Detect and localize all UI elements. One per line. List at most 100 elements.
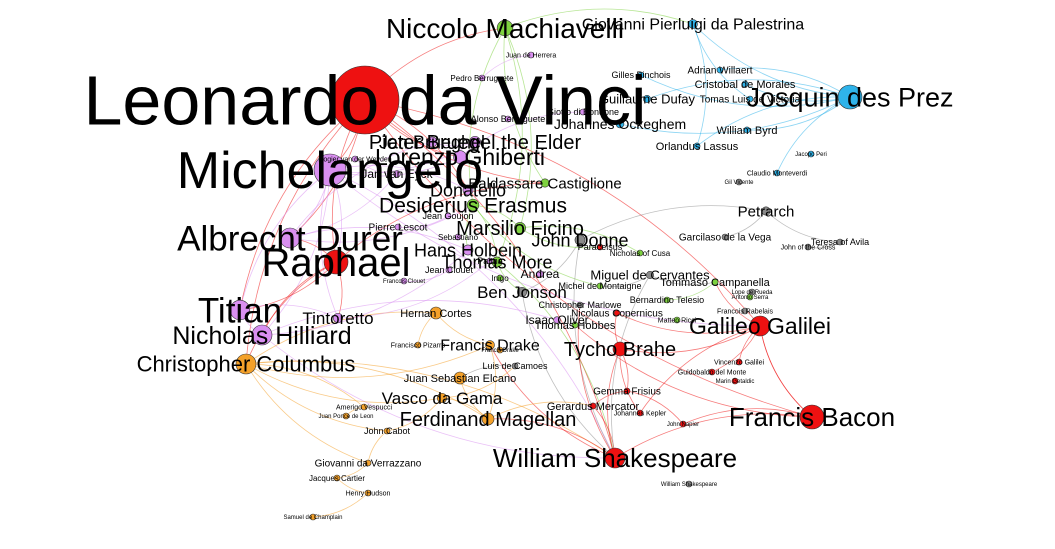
- node-sebastiano: [454, 233, 462, 241]
- label-machiavelli: Niccolo Machiavelli: [386, 13, 624, 44]
- edge-michelangelo-tintoretto: [320, 169, 339, 319]
- node-verrazzano: [364, 459, 372, 467]
- node-palestrina: [688, 19, 698, 29]
- label-magellan: Ferdinand Magellan: [400, 409, 577, 431]
- edge-michelangelo-titian: [239, 169, 331, 311]
- edge-petrarch-teresa: [765, 210, 841, 243]
- label-elcano: Juan Sebastian Elcano: [404, 373, 517, 385]
- label-brahe: Tycho Brahe: [564, 339, 676, 361]
- edge-machiavelli-palestrina: [504, 8, 694, 29]
- edge-gama-cabot: [386, 397, 443, 432]
- edge-leonardo-columbus: [245, 99, 366, 365]
- node-galileo: [749, 315, 771, 337]
- node-willaert: [716, 66, 724, 74]
- label-cabot: John Cabot: [364, 426, 411, 436]
- edge-michelangelo-galileo: [329, 169, 761, 327]
- node-cortes: [429, 306, 443, 320]
- edge-columbus-gama: [245, 363, 443, 404]
- edge-durer-janbrueghel: [289, 141, 433, 239]
- label-holbein: Hans Holbein: [414, 240, 522, 260]
- node-francoisclouet: [400, 277, 408, 285]
- node-vaneyck: [393, 170, 401, 178]
- label-andrea: Andrea: [521, 267, 560, 281]
- label-gama: Vasco da Gama: [382, 389, 503, 408]
- label-herrera: Juan de Herrera: [506, 52, 557, 59]
- node-hilliard: [251, 324, 273, 346]
- node-machiavelli: [496, 19, 514, 37]
- edge-columbus-cabot: [245, 363, 388, 432]
- node-cabot: [383, 427, 391, 435]
- node-shakespeare: [604, 447, 626, 469]
- label-benjonson: Ben Jonson: [477, 283, 567, 302]
- label-guidobaldo: Guidobaldo del Monte: [678, 369, 747, 376]
- label-cartier: Jacques Cartier: [309, 474, 365, 483]
- label-palma: Palma: [477, 256, 503, 266]
- label-leonardo: Leonardo da Vinci: [83, 62, 646, 140]
- node-cartier: [333, 474, 341, 482]
- edge-machiavelli-castiglione: [503, 27, 546, 184]
- label-campanella: Tommaso Campanella: [660, 277, 770, 289]
- label-morales: Cristobal de Morales: [695, 79, 796, 91]
- edge-brahe-shakespeare: [607, 348, 621, 459]
- label-vespucci: Amerigo Vespucci: [336, 404, 392, 411]
- edge-telesio-campanella: [666, 281, 716, 301]
- label-raphael: Raphael: [261, 241, 410, 285]
- node-camoes: [511, 362, 519, 370]
- label-ricci: Matteo Ricci: [658, 317, 697, 324]
- node-layer: [229, 19, 863, 521]
- label-dufay: Guillaume Dufay: [599, 92, 696, 107]
- node-napier: [679, 420, 687, 428]
- edge-galileo-copernicus: [616, 312, 761, 334]
- edge-raphael-castiglione: [335, 182, 546, 263]
- edge-columbus-shakespeare: [245, 360, 616, 459]
- label-janbrueghel: Jan Brueghel: [379, 132, 485, 152]
- label-camoes: Luis de Camoes: [482, 361, 548, 371]
- edge-shakespeare-drake: [489, 344, 616, 459]
- label-johncross: John of the Cross: [781, 244, 836, 251]
- edge-cervantes-campanella: [649, 274, 716, 286]
- label-rabelais: Francois Rabelais: [717, 308, 774, 315]
- edge-durer-vaneyck: [289, 173, 398, 239]
- edge-shakespeare-marlowe: [577, 304, 616, 459]
- edge-bacon-shakespeare: [614, 413, 813, 459]
- edge-columbus-vespucci: [245, 363, 365, 408]
- edge-michelangelo-donatello: [329, 165, 469, 191]
- edge-machiavelli-ficino: [504, 27, 532, 229]
- edge-josquin-ockeghem: [619, 96, 851, 134]
- edge-giotto-ghiberti: [459, 111, 584, 158]
- label-rueda: Lope de Rueda: [731, 290, 773, 296]
- edge-titian-tintoretto: [239, 304, 339, 319]
- label-montaigne: Michel de Montaigne: [558, 281, 641, 291]
- label-marlowe: Christopher Marlowe: [538, 300, 621, 310]
- label-weyden: Rogier van der Weyden: [318, 156, 392, 163]
- node-telesio: [663, 296, 671, 304]
- edge-josquin-lassus: [696, 96, 851, 147]
- edge-ficino-paracelsus: [519, 227, 601, 249]
- node-bruegel: [469, 136, 481, 148]
- node-leon: [342, 412, 350, 420]
- edge-josquin-dufay: [646, 79, 851, 100]
- label-lassus: Orlandus Lassus: [656, 141, 739, 153]
- label-ghiberti: Lorenzo Ghiberti: [375, 144, 545, 170]
- node-drake2: [496, 346, 504, 354]
- label-peri: Jacopo Peri: [795, 152, 827, 158]
- node-leonardo: [330, 65, 400, 135]
- edge-benjonson-shakespeare: [521, 291, 616, 459]
- node-garcilaso: [721, 233, 729, 241]
- edge-leonardo-shakespeare: [364, 99, 616, 459]
- label-copernicus: Nicolaus Copernicus: [571, 309, 663, 320]
- node-durer: [279, 227, 301, 249]
- edge-cervantes-montaigne: [599, 274, 651, 288]
- node-teresa: [836, 238, 844, 246]
- edge-cervantes-shakespeare: [611, 274, 651, 459]
- label-bruegel: Pieter Bruegel the Elder: [369, 132, 582, 154]
- label-hilliard: Nicholas Hilliard: [172, 322, 351, 350]
- edge-gama-camoes: [441, 365, 516, 399]
- node-paracelsus: [596, 243, 604, 251]
- node-lassus: [693, 142, 701, 150]
- label-more: Thomas More: [441, 252, 552, 272]
- label-cusa: Nicholas of Cusa: [610, 249, 671, 258]
- edge-magellan-drake: [487, 344, 497, 420]
- edge-columbus-drake: [245, 344, 491, 378]
